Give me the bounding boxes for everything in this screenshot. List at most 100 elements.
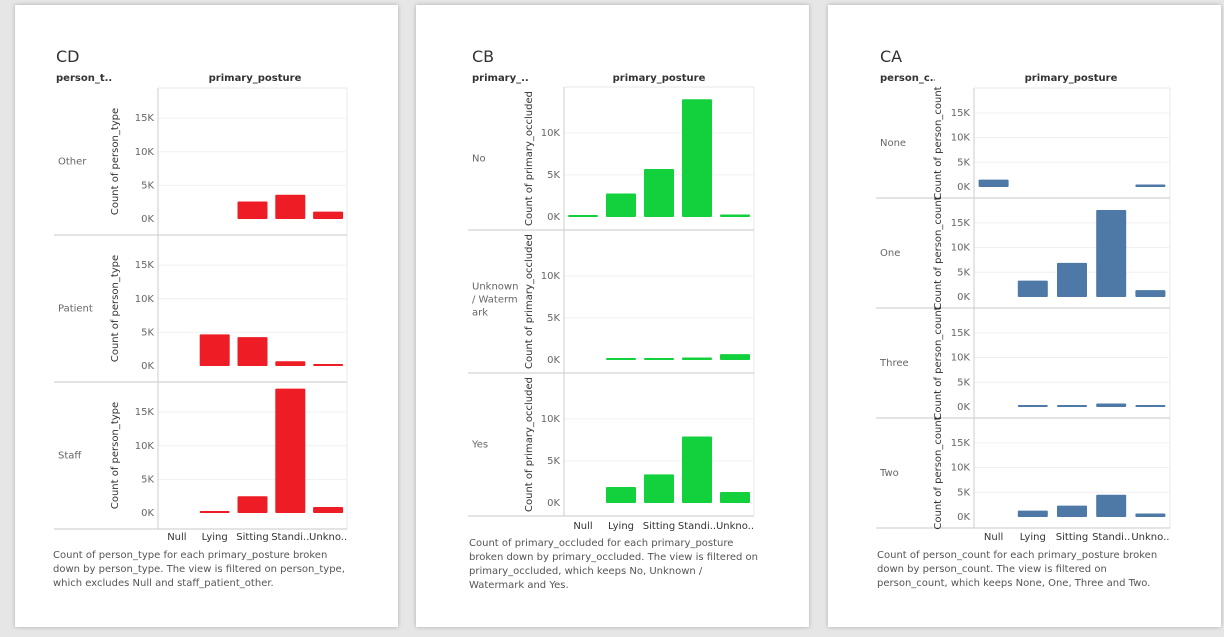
bar-none-4[interactable] xyxy=(1135,184,1166,187)
column-field-header[interactable]: primary_posture xyxy=(208,73,302,84)
bar-other-4[interactable] xyxy=(313,211,344,219)
y-tick-label: 0K xyxy=(141,361,154,372)
row-field-header[interactable]: person_t.. xyxy=(56,73,113,84)
bar-three-4[interactable] xyxy=(1135,405,1166,407)
bar-one-2[interactable] xyxy=(1057,262,1087,297)
row-label: Two xyxy=(879,468,899,479)
y-axis-title: Count of person_type xyxy=(110,402,121,509)
y-axis-title: Count of primary_occluded xyxy=(524,91,535,226)
bar-yes-3[interactable] xyxy=(682,436,712,503)
x-tick-label: Unkno.. xyxy=(716,521,754,532)
x-tick-label: Lying xyxy=(202,532,228,543)
bar-other-3[interactable] xyxy=(275,194,306,219)
bar-unknown-watermark-1[interactable] xyxy=(606,358,636,360)
bar-unknown-watermark-2[interactable] xyxy=(644,358,674,360)
bar-no-1[interactable] xyxy=(606,193,636,217)
bar-patient-1[interactable] xyxy=(199,334,230,366)
x-tick-label: Standi.. xyxy=(271,532,309,543)
bar-two-2[interactable] xyxy=(1057,505,1087,517)
y-tick-label: 0K xyxy=(547,498,560,509)
chart-title: CD xyxy=(56,47,80,66)
y-tick-label: 5K xyxy=(141,180,154,191)
bar-staff-1[interactable] xyxy=(199,511,230,513)
bar-three-3[interactable] xyxy=(1096,403,1127,407)
x-tick-label: Unkno.. xyxy=(309,532,347,543)
bar-staff-3[interactable] xyxy=(275,388,306,513)
chart-caption: Count of primary_occluded for each prima… xyxy=(469,538,758,591)
y-tick-label: 15K xyxy=(135,260,155,271)
row-label: Unknown / Waterm ark xyxy=(472,282,518,319)
chart-caption: Count of person_count for each primary_p… xyxy=(877,550,1158,589)
x-tick-label: Null xyxy=(167,532,186,543)
bar-patient-3[interactable] xyxy=(275,361,306,366)
y-tick-label: 0K xyxy=(957,512,970,523)
bar-two-1[interactable] xyxy=(1017,510,1048,517)
y-tick-label: 10K xyxy=(541,128,561,139)
x-tick-label: Standi.. xyxy=(1092,532,1130,543)
y-tick-label: 5K xyxy=(957,267,970,278)
bar-patient-2[interactable] xyxy=(237,337,268,366)
bar-no-4[interactable] xyxy=(720,214,750,217)
bar-patient-4[interactable] xyxy=(313,363,344,366)
bar-yes-4[interactable] xyxy=(720,492,750,503)
y-tick-label: 0K xyxy=(141,214,154,225)
bar-chart-svg: 0K 5K 10K 15K Count of person_type Other 0K 5K 1… xyxy=(54,87,348,543)
row-label: Staff xyxy=(58,451,82,462)
x-tick-label: Lying xyxy=(608,521,634,532)
bar-none-0[interactable] xyxy=(978,179,1009,187)
x-tick-label: Standi.. xyxy=(678,521,716,532)
column-field-header[interactable]: primary_posture xyxy=(612,73,706,84)
bar-one-3[interactable] xyxy=(1096,209,1127,297)
bar-one-4[interactable] xyxy=(1135,290,1166,297)
row-label: No xyxy=(472,154,486,165)
y-tick-label: 15K xyxy=(951,438,971,449)
y-tick-label: 10K xyxy=(541,414,561,425)
bar-three-1[interactable] xyxy=(1017,405,1048,407)
bar-chart-svg: 0K 5K 10K Count of primary_occluded No 0K 5K 10… xyxy=(468,86,755,532)
y-tick-label: 5K xyxy=(957,377,970,388)
bar-one-1[interactable] xyxy=(1017,280,1048,297)
y-tick-label: 5K xyxy=(957,157,970,168)
bar-staff-4[interactable] xyxy=(313,506,344,513)
row-field-header[interactable]: person_c.. xyxy=(880,73,935,84)
bar-no-2[interactable] xyxy=(644,169,674,217)
x-tick-label: Sitting xyxy=(643,521,675,532)
x-tick-label: Null xyxy=(984,532,1003,543)
bar-chart-svg: 0K 5K 10K 15K Count of person_count None 0K 5K 1… xyxy=(876,86,1171,543)
bar-unknown-watermark-4[interactable] xyxy=(720,354,750,360)
bar-no-3[interactable] xyxy=(682,99,712,217)
bar-no-0[interactable] xyxy=(568,215,598,217)
y-axis-title: Count of person_count xyxy=(933,196,944,309)
bar-yes-1[interactable] xyxy=(606,487,636,503)
bar-three-2[interactable] xyxy=(1057,405,1087,407)
bar-other-2[interactable] xyxy=(237,201,268,219)
column-field-header[interactable]: primary_posture xyxy=(1024,73,1118,84)
x-tick-label: Sitting xyxy=(1056,532,1088,543)
row-label: Other xyxy=(58,157,87,168)
bar-two-4[interactable] xyxy=(1135,513,1166,517)
y-tick-label: 10K xyxy=(951,353,971,364)
row-label: One xyxy=(880,248,900,259)
y-tick-label: 15K xyxy=(135,407,155,418)
bar-staff-2[interactable] xyxy=(237,496,268,513)
y-tick-label: 5K xyxy=(957,487,970,498)
y-axis-title: Count of primary_occluded xyxy=(524,377,535,512)
x-tick-label: Sitting xyxy=(236,532,268,543)
y-tick-label: 5K xyxy=(141,327,154,338)
chart-title: CB xyxy=(472,47,495,66)
y-tick-label: 10K xyxy=(951,243,971,254)
y-tick-label: 15K xyxy=(135,113,155,124)
chart-card-cd: CD person_t.. primary_posture 0K 5K 10K 15K… xyxy=(15,5,398,627)
row-field-header[interactable]: primary_.. xyxy=(472,73,529,84)
x-tick-label: Lying xyxy=(1020,532,1046,543)
x-tick-label: Unkno.. xyxy=(1131,532,1169,543)
bar-two-3[interactable] xyxy=(1096,494,1127,517)
y-axis-title: Count of person_count xyxy=(933,306,944,419)
bar-unknown-watermark-3[interactable] xyxy=(682,357,712,360)
bar-yes-2[interactable] xyxy=(644,474,674,503)
y-axis-title: Count of primary_occluded xyxy=(524,234,535,369)
y-tick-label: 15K xyxy=(951,328,971,339)
y-axis-title: Count of person_count xyxy=(933,86,944,199)
chart-title: CA xyxy=(880,47,903,66)
y-tick-label: 0K xyxy=(141,508,154,519)
